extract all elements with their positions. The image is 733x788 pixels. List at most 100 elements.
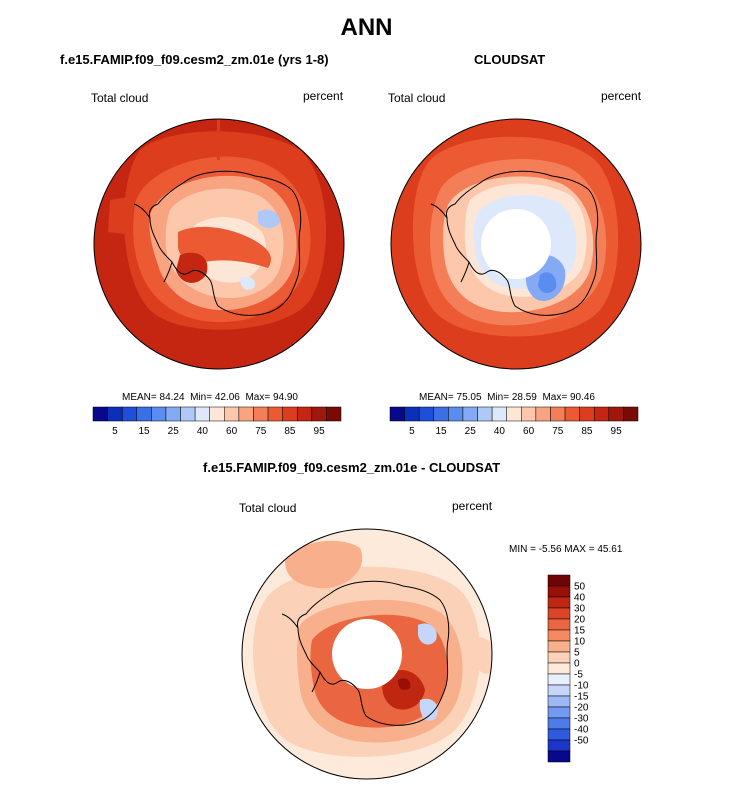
panel1-colorbar-box <box>107 406 123 422</box>
panel1-colorbar-tick-label: 25 <box>168 426 180 437</box>
panel3-variable-label: Total cloud <box>239 501 297 515</box>
panel2-mean-label: MEAN= <box>419 392 454 403</box>
panel3-colorbar-box <box>547 574 571 587</box>
panel2-min-label: Min= <box>487 392 510 403</box>
panel3-colorbar-box <box>547 684 571 697</box>
main-title: ANN <box>340 14 393 41</box>
panel1-colorbar-tick-label: 15 <box>138 426 150 437</box>
panel2-max-value: 90.46 <box>569 392 595 403</box>
panel2-colorbar-box <box>564 406 580 422</box>
panel3-colorbar-box <box>547 640 571 653</box>
panel2-colorbar-box <box>579 406 595 422</box>
panel2-colorbar-box <box>506 406 522 422</box>
panel2-colorbar-box <box>462 406 478 422</box>
panel3-colorbar-tick-label: -10 <box>574 681 589 692</box>
panel2-colorbar-box <box>433 406 449 422</box>
panel3-colorbar-box <box>547 607 571 620</box>
panel2-colorbar-tick-label: 60 <box>523 426 535 437</box>
panel2-colorbar-tick-label: 75 <box>552 426 564 437</box>
panel3-colorbar-tick-label: -15 <box>574 692 589 703</box>
panel2-mean-value: 75.05 <box>456 392 482 403</box>
panel1-variable-label: Total cloud <box>91 91 149 105</box>
panel3-colorbar-box <box>547 750 571 763</box>
panel1-colorbar-tick-label: 75 <box>255 426 267 437</box>
panel2-colorbar: 5 15 25 40 60 75 85 95 <box>389 406 639 437</box>
panel3-colorbar-tick-label: 30 <box>574 604 586 615</box>
panel1-colorbar-tick-label: 85 <box>284 426 296 437</box>
panel2-colorbar-box <box>404 406 420 422</box>
panel2-colorbar-box <box>593 406 610 422</box>
panel3-colorbar-box <box>547 706 571 719</box>
panel3-colorbar-box <box>547 717 571 730</box>
panel1-colorbar-box <box>136 406 152 422</box>
panel2-stats: MEAN= 75.05 Min= 28.59 Max= 90.46 <box>419 392 595 403</box>
panel2-colorbar-box <box>521 406 537 422</box>
panel2-colorbar-box <box>491 406 507 422</box>
panel2-variable-label: Total cloud <box>388 91 446 105</box>
panel3-colorbar-box <box>547 728 571 741</box>
panel3-colorbar-tick-label: 0 <box>574 659 580 670</box>
panel3-colorbar-tick-label: 10 <box>574 637 586 648</box>
panel1-colorbar: 5 15 25 40 60 75 85 95 <box>92 406 342 437</box>
panel3-colorbar-tick-label: 5 <box>574 648 580 659</box>
panel1-colorbar-box <box>151 406 167 422</box>
panel3-colorbar-tick-label: -30 <box>574 714 589 725</box>
panel2-colorbar-box <box>389 406 405 422</box>
panel2-colorbar-tick-label: 5 <box>409 426 415 437</box>
panel2-colorbar-tick-label: 15 <box>435 426 447 437</box>
panel1-colorbar-box <box>311 406 327 422</box>
panel1-mean-label: MEAN= <box>122 392 157 403</box>
panel1-colorbar-box <box>326 406 342 422</box>
panel1-colorbar-box <box>267 406 283 422</box>
panel1-colorbar-box <box>209 406 225 422</box>
panel3-colorbar-box <box>547 695 571 708</box>
panel2-colorbar-tick-label: 40 <box>494 426 506 437</box>
panel3-colorbar-tick-label: 40 <box>574 593 586 604</box>
panel2-colorbar-tick-label: 95 <box>611 426 623 437</box>
panel1-colorbar-box <box>238 406 254 422</box>
panel1-colorbar-box <box>194 406 210 422</box>
panel2-colorbar-box <box>448 406 464 422</box>
panel1-max-value: 94.90 <box>272 392 298 403</box>
panel1-colorbar-box <box>296 406 313 422</box>
panel3-colorbar-box <box>547 596 571 609</box>
panel1-colorbar-box <box>253 406 269 422</box>
panel3-stats: MIN = -5.56 MAX = 45.61 <box>509 544 623 555</box>
panel2-colorbar-box <box>608 406 624 422</box>
panel1-colorbar-tick-label: 60 <box>226 426 238 437</box>
panel3-colorbar-tick-label: 15 <box>574 626 586 637</box>
panel3-colorbar-box <box>547 673 571 686</box>
panel2-colorbar-box <box>550 406 566 422</box>
panel2-colorbar-box <box>535 406 551 422</box>
panel1-min-value: 42.06 <box>214 392 240 403</box>
panel3-units-label: percent <box>452 499 493 513</box>
panel2-min-value: 28.59 <box>511 392 537 403</box>
panel1-mean-value: 84.24 <box>159 392 185 403</box>
panel2-units-label: percent <box>601 89 642 103</box>
panel3-colorbar-tick-label: -40 <box>574 725 589 736</box>
panel3-colorbar-box <box>547 629 571 642</box>
panel3-colorbar-box <box>547 651 571 664</box>
panel3-colorbar-tick-label: -50 <box>574 736 589 747</box>
panel1-stats: MEAN= 84.24 Min= 42.06 Max= 94.90 <box>122 392 298 403</box>
panel3-map-border <box>241 528 493 780</box>
panel3-colorbar-tick-label: 50 <box>574 582 586 593</box>
panel1-title: f.e15.FAMIP.f09_f09.cesm2_zm.01e (yrs 1-… <box>60 52 329 67</box>
panel1-map <box>94 119 344 369</box>
panel3-title: f.e15.FAMIP.f09_f09.cesm2_zm.01e - CLOUD… <box>203 460 501 475</box>
panel2-colorbar-tick-label: 25 <box>465 426 477 437</box>
panel2-map-border <box>390 118 642 370</box>
panel3-colorbar-box <box>547 618 571 631</box>
panel1-colorbar-box <box>165 406 181 422</box>
panel3-colorbar-box <box>547 662 571 675</box>
panel2-title: CLOUDSAT <box>474 52 546 67</box>
panel1-colorbar-tick-label: 40 <box>197 426 209 437</box>
panel1-min-label: Min= <box>190 392 213 403</box>
panel1-map-border <box>93 118 345 370</box>
panel2-map <box>391 119 641 369</box>
panel1-colorbar-tick-label: 5 <box>112 426 118 437</box>
panel3-colorbar-tick-label: -20 <box>574 703 589 714</box>
panel3-colorbar-tick-label: 20 <box>574 615 586 626</box>
panel3-map <box>242 529 492 779</box>
